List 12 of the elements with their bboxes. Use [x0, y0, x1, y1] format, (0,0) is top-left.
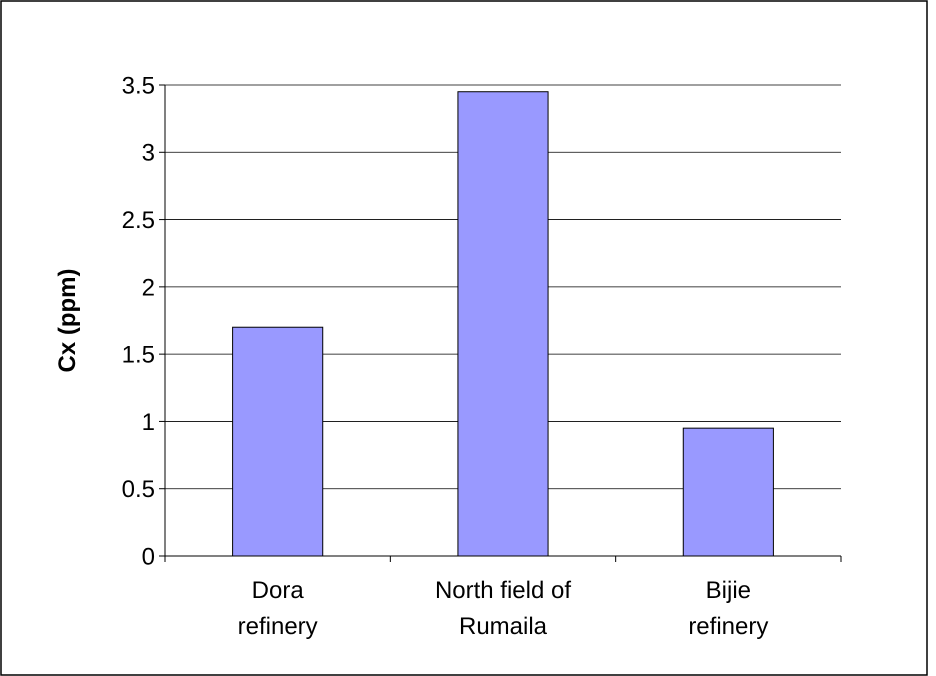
- y-tick-label: 1: [142, 408, 155, 436]
- y-tick-label: 3: [142, 140, 155, 167]
- y-tick-label: 3.5: [122, 72, 155, 100]
- x-tick-label: Dora refinery: [238, 577, 318, 640]
- y-tick-label: 2.5: [122, 206, 155, 234]
- y-tick-label: 2: [142, 274, 155, 302]
- y-tick-label: 0.5: [122, 476, 155, 504]
- y-axis-title: Cx (ppm): [54, 268, 81, 372]
- x-tick-label: Bijie refinery: [688, 577, 768, 640]
- x-tick-label: North field of Rumaila: [434, 577, 572, 640]
- y-tick-label: 0: [142, 543, 155, 570]
- y-tick-label: 1.5: [122, 342, 155, 369]
